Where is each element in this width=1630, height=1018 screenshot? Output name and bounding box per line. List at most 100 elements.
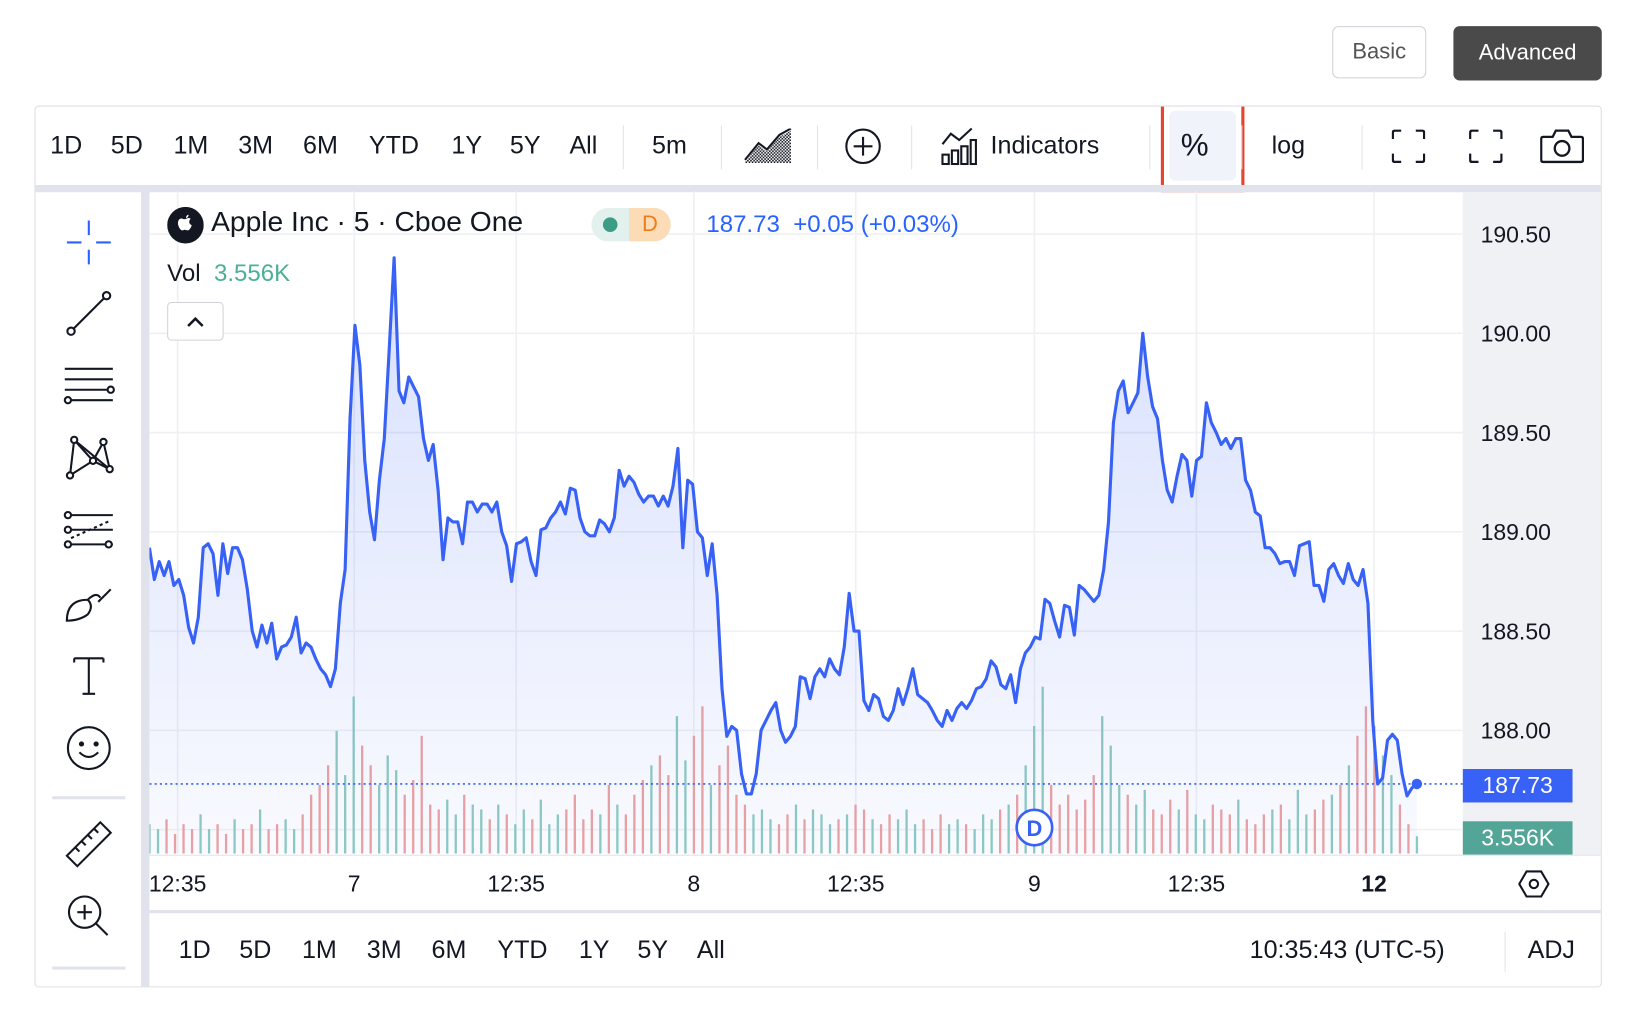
fullscreen-icon (1469, 129, 1503, 163)
price-tick: 188.00 (1480, 717, 1551, 744)
market-status-badge[interactable]: D (591, 207, 671, 242)
ruler-icon (65, 820, 113, 868)
time-tick: 9 (1028, 870, 1041, 897)
market-open-dot (602, 217, 618, 232)
smiley-icon (66, 726, 111, 771)
last-volume-tag: 3.556K (1462, 821, 1573, 855)
bottom-range-3m[interactable]: 3M (366, 936, 402, 965)
time-tick: 7 (347, 870, 361, 897)
divider (149, 910, 1601, 914)
bottom-range-ytd[interactable]: YTD (497, 936, 548, 965)
tool-text[interactable] (62, 649, 116, 703)
crosshair-icon (66, 220, 111, 265)
price-axis[interactable]: 190.50 190.00 189.50 189.00 188.50 188.0… (1462, 192, 1601, 855)
time-axis[interactable]: 12:35 7 12:35 8 12:35 9 12:35 12 (148, 854, 1601, 911)
dividend-marker[interactable]: D (1015, 808, 1054, 847)
bottom-range-1y[interactable]: 1Y (578, 936, 610, 965)
brush-icon (65, 588, 112, 622)
time-tick: 12:35 (487, 870, 545, 897)
volume-bar (1415, 836, 1419, 854)
clock-timezone[interactable]: 10:35:43 (UTC-5) (1249, 936, 1445, 965)
bottom-range-5y[interactable]: 5Y (637, 936, 669, 965)
range-6m[interactable]: 6M (303, 131, 338, 160)
divider (622, 125, 624, 170)
divider (817, 125, 819, 170)
compare-button[interactable] (844, 107, 882, 185)
time-tick: 12:35 (148, 870, 207, 897)
divider (720, 125, 723, 170)
bottom-range-all[interactable]: All (696, 936, 725, 965)
tool-horizontal-lines[interactable] (62, 359, 116, 413)
percent-button-bg (1169, 110, 1237, 181)
tool-crosshair[interactable] (62, 215, 116, 269)
range-5y[interactable]: 5Y (509, 131, 541, 160)
xabcd-pattern-icon (65, 435, 114, 480)
tool-pattern[interactable] (62, 430, 116, 484)
highlight-box (1160, 106, 1245, 193)
last-price-tag: 187.73 (1462, 769, 1573, 803)
price-change-percent: (+0.03%) (860, 210, 959, 238)
screenshot-button[interactable] (1540, 107, 1585, 185)
drawing-toolbar (36, 192, 142, 986)
advanced-mode-button[interactable]: Advanced (1453, 26, 1602, 81)
tool-fib[interactable] (62, 504, 116, 558)
plus-circle-icon (845, 127, 881, 164)
percent-scale-button[interactable]: % (1180, 127, 1209, 163)
chart-type-button[interactable] (744, 107, 792, 185)
collapse-legend-button[interactable] (167, 301, 224, 341)
interval-button[interactable]: 5m (651, 131, 687, 160)
divider (911, 125, 913, 170)
basic-mode-button[interactable]: Basic (1332, 26, 1427, 79)
time-tick: 12 (1361, 870, 1387, 897)
range-3m[interactable]: 3M (238, 131, 274, 160)
adjust-button[interactable]: ADJ (1527, 936, 1575, 965)
zoom-in-icon (67, 895, 109, 936)
tool-trend-line[interactable] (62, 286, 116, 340)
range-1y[interactable]: 1Y (451, 131, 483, 160)
volume-value: 3.556K (213, 259, 291, 287)
time-tick: 12:35 (1167, 870, 1226, 897)
range-1m[interactable]: 1M (173, 131, 209, 160)
text-icon (73, 657, 105, 695)
indicators-label: Indicators (990, 131, 1100, 160)
trend-line-icon (66, 290, 112, 336)
area-chart-icon (744, 127, 792, 163)
bottom-range-5d[interactable]: 5D (239, 936, 272, 965)
camera-icon (1540, 128, 1585, 163)
divider (52, 796, 126, 800)
log-scale-button[interactable]: log (1271, 131, 1306, 160)
price-tick: 190.00 (1480, 320, 1551, 347)
volume-legend[interactable]: Vol 3.556K (167, 259, 290, 287)
bottom-range-1d[interactable]: 1D (178, 936, 211, 965)
fullscreen-button[interactable] (1391, 107, 1426, 185)
tool-zoom-in[interactable] (62, 890, 116, 944)
divider (1241, 125, 1243, 170)
indicators-button[interactable]: Indicators (940, 107, 1099, 185)
parallel-lines-icon (63, 367, 115, 405)
price-tick: 190.50 (1480, 221, 1551, 248)
price-line (149, 256, 1418, 798)
fullscreen-window-button[interactable] (1469, 107, 1503, 185)
sidebar-divider (141, 184, 150, 987)
top-toolbar: 1D 5D 1M 3M 6M YTD 1Y 5Y All 5m (36, 106, 1601, 193)
divider (1149, 125, 1151, 170)
tool-emoji[interactable] (62, 721, 116, 775)
range-5d[interactable]: 5D (110, 131, 143, 160)
indicators-icon (941, 127, 977, 165)
range-ytd[interactable]: YTD (368, 131, 419, 160)
range-all[interactable]: All (569, 131, 598, 160)
time-tick: 8 (687, 870, 701, 897)
settings-icon[interactable] (1518, 868, 1550, 899)
dividend-marker-label: D (1026, 816, 1042, 841)
volume-label: Vol (167, 259, 201, 287)
range-1d[interactable]: 1D (50, 131, 83, 160)
tool-brush[interactable] (62, 576, 116, 630)
last-price-dot (1411, 778, 1423, 790)
tool-ruler[interactable] (62, 817, 116, 871)
last-price: 187.73 (706, 210, 780, 238)
symbol-title[interactable]: Apple Inc · 5 · Cboe One (211, 205, 524, 238)
price-chart[interactable]: D (149, 191, 1463, 854)
bottom-range-1m[interactable]: 1M (301, 936, 337, 965)
price-tick: 189.50 (1480, 420, 1551, 447)
bottom-range-6m[interactable]: 6M (431, 936, 467, 965)
